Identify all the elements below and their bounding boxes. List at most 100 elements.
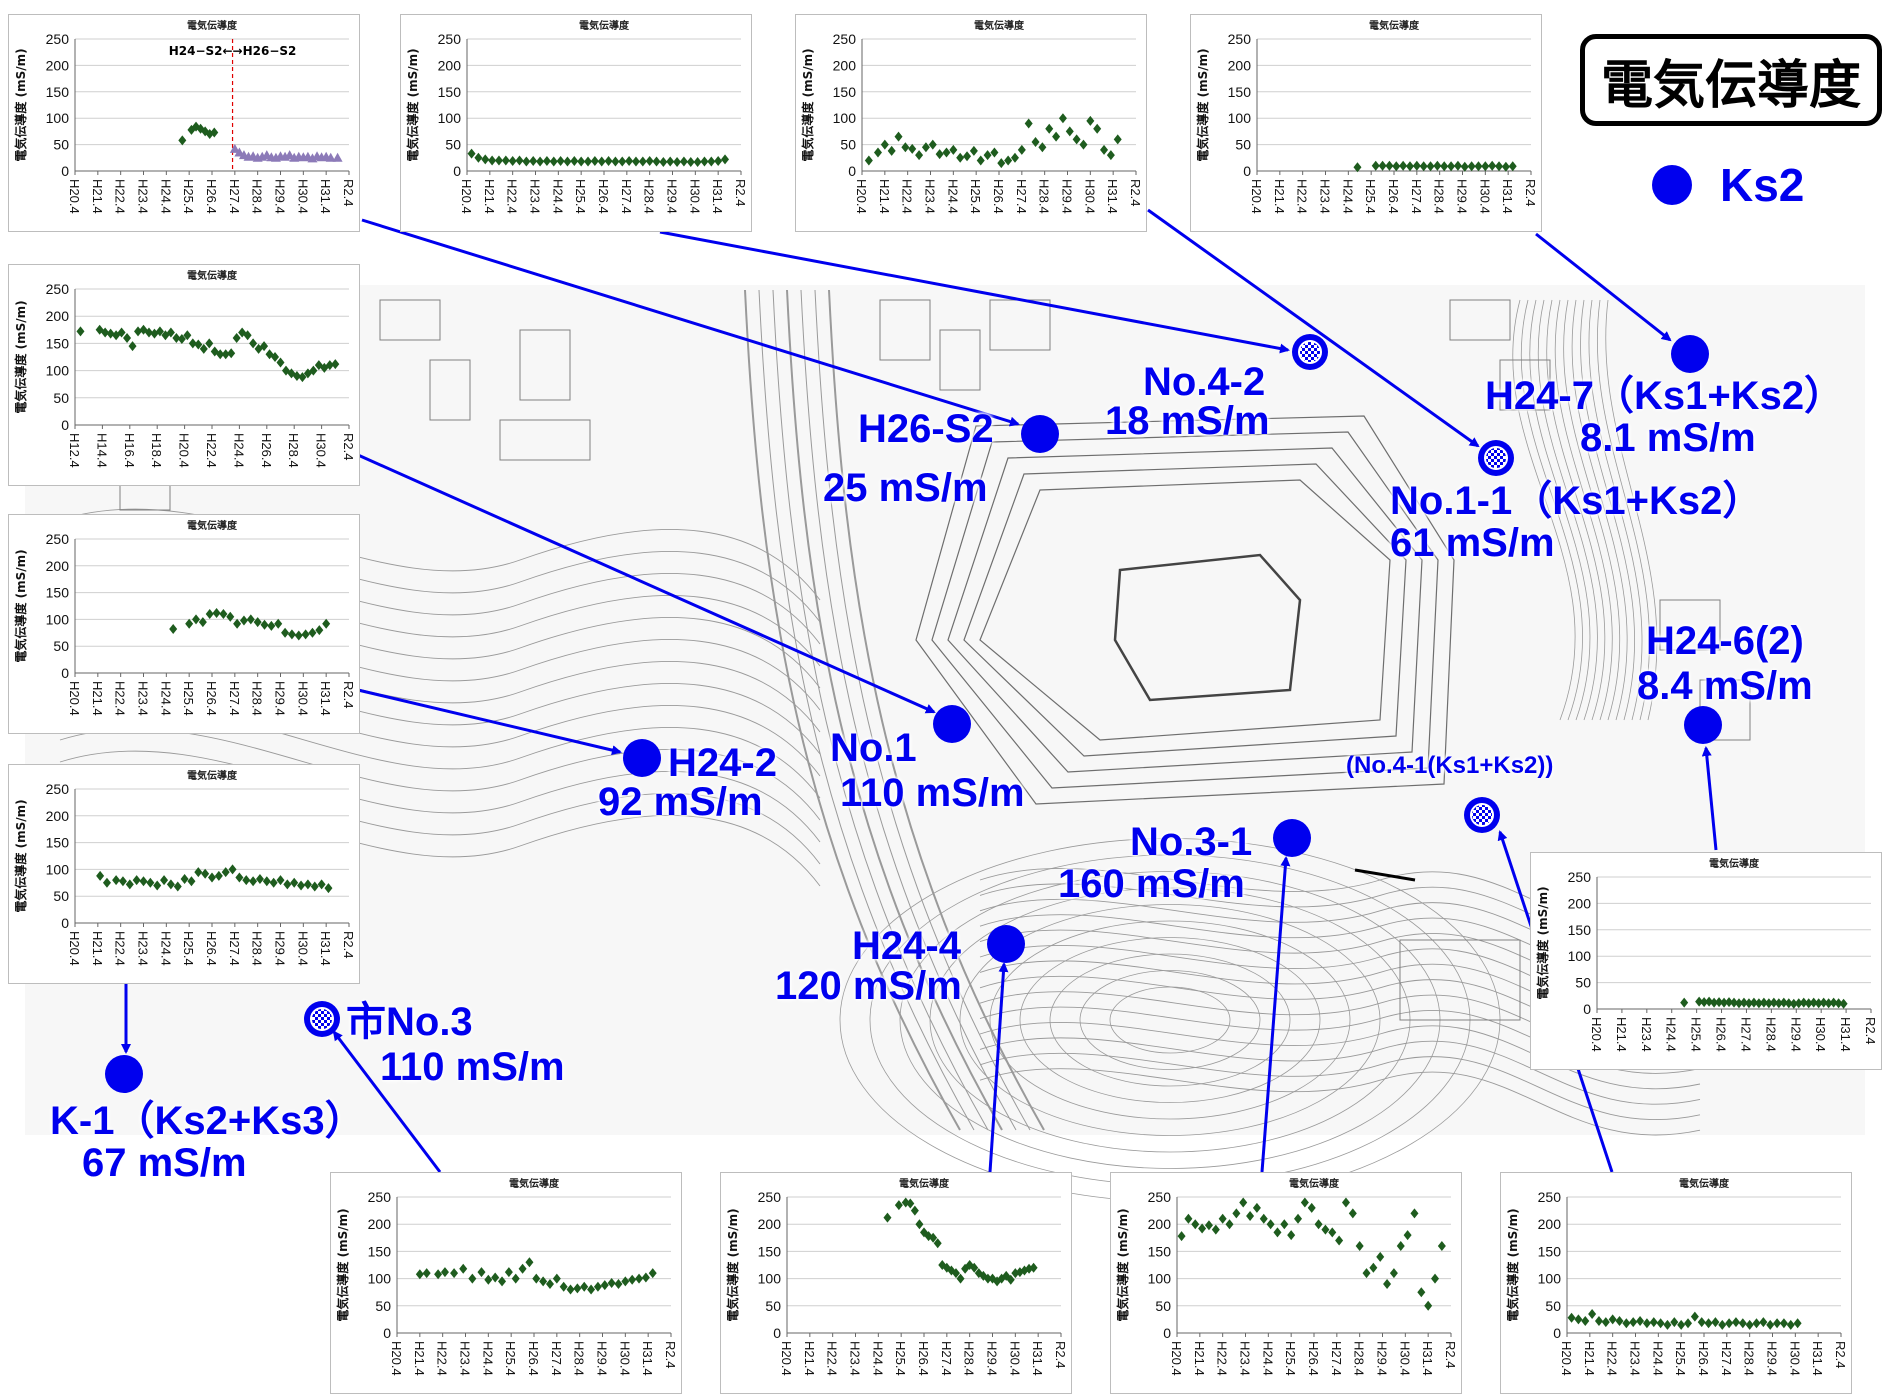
x-tick-label: H26.4 [596,179,611,214]
y-tick-label: 0 [773,1325,781,1341]
x-tick-label: H27.4 [619,179,634,214]
x-tick-label: H25.4 [1283,1341,1298,1376]
data-point [331,359,340,370]
x-tick-label: H27.4 [939,1341,954,1376]
data-point [604,155,613,166]
site-marker-h24-2 [623,739,661,777]
x-tick-label: H25.4 [1363,179,1378,214]
y-tick-label: 150 [46,335,70,351]
data-point [298,372,307,383]
data-point [1266,1219,1275,1230]
y-tick-label: 0 [1243,163,1251,179]
data-point [969,145,978,156]
data-point [1020,1265,1029,1276]
data-point [274,618,283,629]
x-tick-label: H21.4 [877,179,892,214]
site-name-no1: No.1 [830,726,917,770]
data-point [1629,1317,1638,1328]
x-tick-label: H21.4 [412,1341,427,1376]
data-point [1335,1235,1344,1246]
data-point [1086,115,1095,126]
connector-arrow [1535,232,1672,342]
x-tick-label: H28.4 [642,179,657,214]
y-tick-label: 150 [1148,1243,1172,1259]
data-point [880,139,889,150]
connector-arrow [357,453,936,714]
data-point [933,1238,942,1249]
data-point [125,879,134,890]
y-tick-label: 50 [445,137,461,153]
y-tick-label: 100 [1148,1271,1172,1287]
site-value-h24-2: 92 mS/m [598,780,763,824]
y-tick-label: 100 [758,1271,782,1287]
y-tick-label: 200 [438,57,462,73]
data-point [1705,996,1714,1007]
chart-title: 電気伝導度 [1289,1177,1340,1190]
data-point [1581,1316,1590,1327]
x-tick-label: H30.4 [1007,1341,1022,1376]
data-point [161,330,170,341]
data-point [1601,1317,1610,1328]
x-tick-label: H27.4 [1719,1341,1734,1376]
data-point [1730,997,1738,1008]
building-outline [1659,599,1721,651]
data-point [1481,161,1490,172]
data-point [1793,1318,1802,1329]
data-point [1225,1219,1234,1230]
data-point [269,877,278,888]
hatch-fill [310,1007,334,1031]
data-point [1615,1316,1624,1327]
x-tick-label: H27.4 [1014,179,1029,214]
data-point [539,1276,548,1287]
data-point [1695,996,1704,1007]
x-tick-label: H20.4 [1169,1341,1184,1376]
x-tick-label: R2.4 [341,681,356,708]
data-point [542,155,551,166]
y-tick-label: 0 [61,915,69,931]
site-name-no3-1: No.3-1 [1130,820,1253,864]
data-point [283,879,292,890]
data-point [518,1263,527,1274]
x-tick-label: H28.4 [1037,179,1052,214]
data-point [1052,131,1061,142]
y-tick-label: 200 [1148,1216,1172,1232]
data-point [155,326,164,337]
data-point [979,1270,988,1281]
x-tick-label: H21.4 [482,179,497,214]
chart-svg: 電気伝導度 0 50 100 150 200 250 電気伝導度 (mS/m) H20.4 H21… [13,19,356,214]
y-tick-label: 250 [46,281,70,297]
x-tick-label: H24.4 [870,1341,885,1376]
data-point [243,330,252,341]
data-point [921,142,930,153]
x-tick-label: H23.4 [1628,1341,1643,1376]
data-point [1799,997,1808,1008]
contour-line [1109,986,1231,1054]
data-point [956,152,965,163]
data-point [276,357,285,368]
data-point [112,330,121,341]
data-point [590,155,599,166]
x-tick-label: H25.4 [181,931,196,966]
data-point [1362,1268,1371,1279]
y-tick-label: 100 [46,611,70,627]
data-point [1680,997,1689,1008]
x-tick-label: H29.4 [273,179,288,214]
data-point [1246,1211,1255,1222]
data-point [993,1276,1002,1287]
data-point [267,620,276,631]
y-tick-label: 200 [1568,895,1592,911]
data-point [474,152,483,163]
y-tick-label: 150 [46,585,70,601]
chart-title: 電気伝導度 [509,1177,560,1190]
data-point [577,156,586,167]
y-tick-label: 200 [368,1216,392,1232]
data-point [271,352,280,362]
data-point [915,150,924,161]
x-tick-label: H31.4 [1500,179,1515,214]
x-tick-label: R2.4 [1053,1341,1068,1368]
x-tick-label: H28.4 [286,433,301,468]
building-outline [879,299,931,361]
x-tick-label: H27.4 [549,1341,564,1376]
data-point [310,881,319,892]
data-point [1058,113,1067,124]
